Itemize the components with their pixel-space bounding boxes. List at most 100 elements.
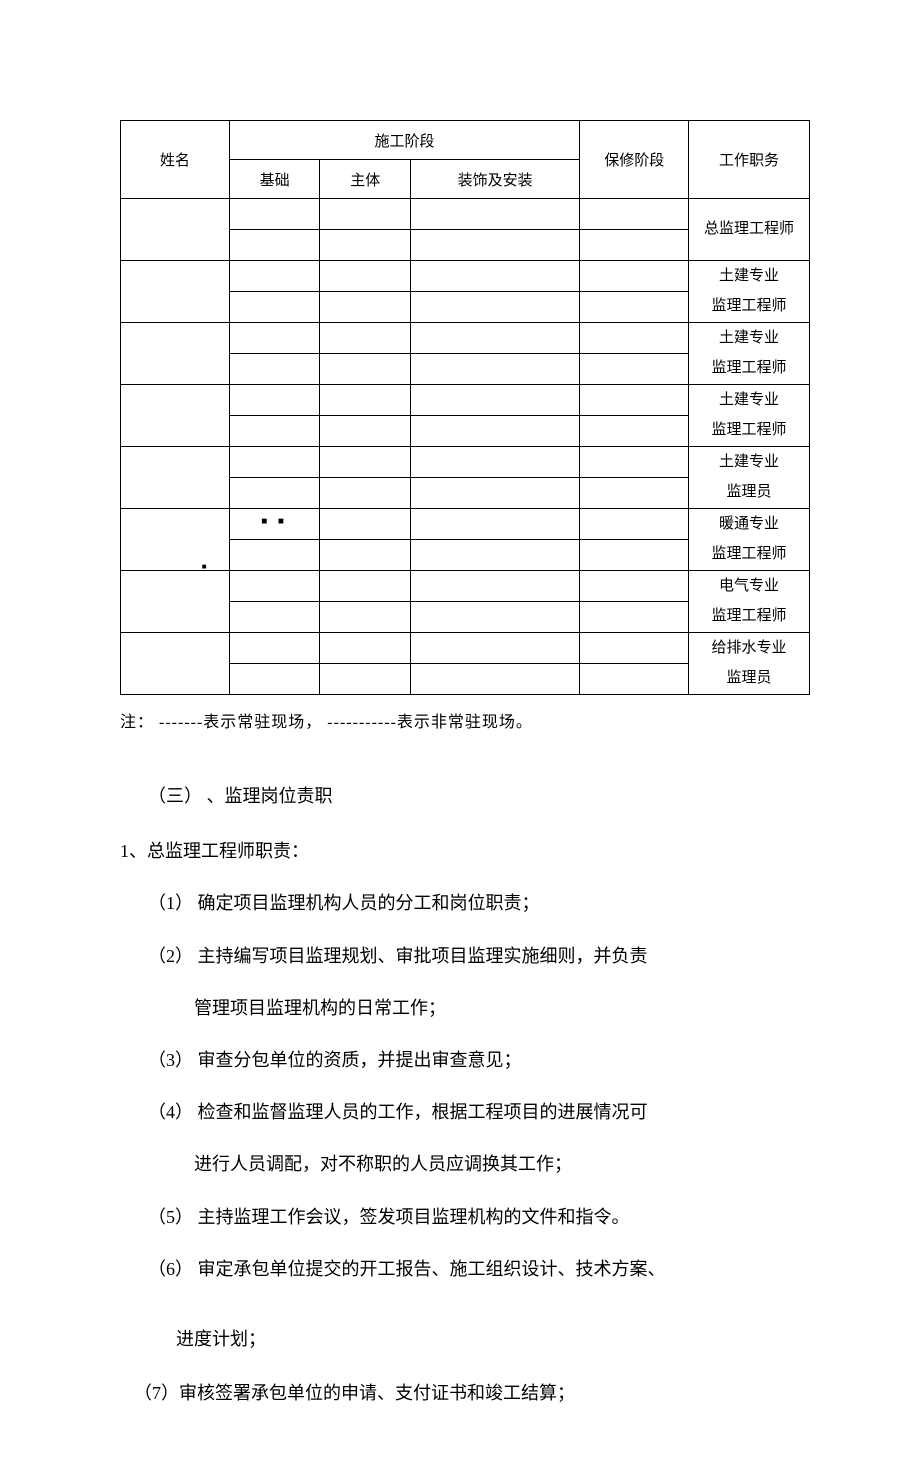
th-warranty: 保修阶段 bbox=[580, 121, 689, 199]
cell-job: 土建专业 bbox=[689, 323, 810, 354]
cell-job: 土建专业 bbox=[689, 261, 810, 292]
item-1-6: （6） 审定承包单位提交的开工报告、施工组织设计、技术方案、 bbox=[148, 1252, 810, 1286]
cell-bx bbox=[580, 447, 689, 478]
cell-zt bbox=[320, 199, 411, 230]
cell-zt bbox=[320, 509, 411, 540]
th-name: 姓名 bbox=[121, 121, 230, 199]
cell-zt bbox=[320, 261, 411, 292]
item-1-6-cont: 进度计划； bbox=[176, 1322, 810, 1356]
section-3-title: （三） 、监理岗位责职 bbox=[148, 780, 810, 812]
cell-zt bbox=[320, 447, 411, 478]
cell-bx bbox=[580, 354, 689, 385]
cell-zs bbox=[411, 261, 580, 292]
cell-bx bbox=[580, 323, 689, 354]
cell-bx bbox=[580, 385, 689, 416]
cell-zs bbox=[411, 478, 580, 509]
cell-job: 监理员 bbox=[689, 478, 810, 509]
cell-bx bbox=[580, 509, 689, 540]
cell-job: 监理工程师 bbox=[689, 540, 810, 571]
cell-jc bbox=[229, 447, 320, 478]
cell-job: 总监理工程师 bbox=[689, 199, 810, 261]
cell-zs bbox=[411, 416, 580, 447]
cell-zs bbox=[411, 509, 580, 540]
item-1-head: 1、总监理工程师职责： bbox=[120, 834, 810, 868]
item-1-4: （4） 检查和监督监理人员的工作，根据工程项目的进展情况可 bbox=[148, 1095, 810, 1129]
cell-job: 监理工程师 bbox=[689, 416, 810, 447]
item-1-1: （1） 确定项目监理机构人员的分工和岗位职责； bbox=[148, 886, 810, 920]
cell-name bbox=[121, 323, 230, 385]
cell-jc bbox=[229, 416, 320, 447]
cell-job: 暖通专业 bbox=[689, 509, 810, 540]
cell-zt bbox=[320, 292, 411, 323]
cell-jc bbox=[229, 199, 320, 230]
item-1-7: （7）审核签署承包单位的申请、支付证书和竣工结算； bbox=[134, 1376, 810, 1410]
cell-name bbox=[121, 447, 230, 509]
cell-zt bbox=[320, 633, 411, 664]
cell-bx bbox=[580, 664, 689, 695]
cell-job: 给排水专业 bbox=[689, 633, 810, 664]
cell-jc bbox=[229, 602, 320, 633]
cell-jc bbox=[229, 292, 320, 323]
cell-zt bbox=[320, 540, 411, 571]
cell-name bbox=[121, 633, 230, 695]
cell-zs bbox=[411, 354, 580, 385]
cell-zs bbox=[411, 199, 580, 230]
cell-bx bbox=[580, 602, 689, 633]
cell-zt bbox=[320, 230, 411, 261]
cell-name bbox=[121, 199, 230, 261]
cell-name bbox=[121, 261, 230, 323]
cell-zt bbox=[320, 571, 411, 602]
mark-icon: ■ bbox=[202, 562, 207, 571]
th-zhuti: 主体 bbox=[320, 160, 411, 199]
item-1-4-cont: 进行人员调配，对不称职的人员应调换其工作； bbox=[194, 1147, 810, 1181]
cell-bx bbox=[580, 478, 689, 509]
cell-zt bbox=[320, 602, 411, 633]
th-zhuangshi: 装饰及安装 bbox=[411, 160, 580, 199]
schedule-table: 姓名 施工阶段 保修阶段 工作职务 基础 主体 装饰及安装 总监理工程师 bbox=[120, 120, 810, 695]
cell-zt bbox=[320, 416, 411, 447]
cell-zs bbox=[411, 447, 580, 478]
cell-zs bbox=[411, 385, 580, 416]
item-1-3: （3） 审查分包单位的资质，并提出审查意见； bbox=[148, 1043, 810, 1077]
cell-bx bbox=[580, 261, 689, 292]
cell-bx bbox=[580, 230, 689, 261]
th-stage: 施工阶段 bbox=[229, 121, 580, 160]
cell-bx bbox=[580, 292, 689, 323]
item-1-5: （5） 主持监理工作会议，签发项目监理机构的文件和指令。 bbox=[148, 1200, 810, 1234]
cell-job: 土建专业 bbox=[689, 385, 810, 416]
cell-zs bbox=[411, 571, 580, 602]
cell-job: 监理工程师 bbox=[689, 354, 810, 385]
cell-jc bbox=[229, 664, 320, 695]
cell-zt bbox=[320, 323, 411, 354]
cell-zt bbox=[320, 478, 411, 509]
cell-job: 监理工程师 bbox=[689, 292, 810, 323]
cell-zs bbox=[411, 633, 580, 664]
cell-jc bbox=[229, 354, 320, 385]
cell-name bbox=[121, 385, 230, 447]
cell-zt bbox=[320, 385, 411, 416]
cell-zt bbox=[320, 664, 411, 695]
cell-zt bbox=[320, 354, 411, 385]
cell-zs bbox=[411, 602, 580, 633]
cell-jc: ■ ■ bbox=[229, 509, 320, 540]
mark-icon: ■ ■ bbox=[261, 516, 288, 527]
cell-jc bbox=[229, 478, 320, 509]
cell-bx bbox=[580, 416, 689, 447]
cell-job: 监理员 bbox=[689, 664, 810, 695]
item-1-2-cont: 管理项目监理机构的日常工作； bbox=[194, 991, 810, 1025]
cell-jc: ■ bbox=[229, 540, 320, 571]
cell-jc bbox=[229, 323, 320, 354]
cell-zs bbox=[411, 664, 580, 695]
cell-bx bbox=[580, 199, 689, 230]
cell-name bbox=[121, 571, 230, 633]
cell-zs bbox=[411, 540, 580, 571]
cell-jc bbox=[229, 261, 320, 292]
th-jichu: 基础 bbox=[229, 160, 320, 199]
cell-zs bbox=[411, 323, 580, 354]
cell-job: 监理工程师 bbox=[689, 602, 810, 633]
cell-jc bbox=[229, 571, 320, 602]
cell-bx bbox=[580, 571, 689, 602]
item-1-2: （2） 主持编写项目监理规划、审批项目监理实施细则，并负责 bbox=[148, 939, 810, 973]
cell-jc bbox=[229, 385, 320, 416]
cell-jc bbox=[229, 230, 320, 261]
